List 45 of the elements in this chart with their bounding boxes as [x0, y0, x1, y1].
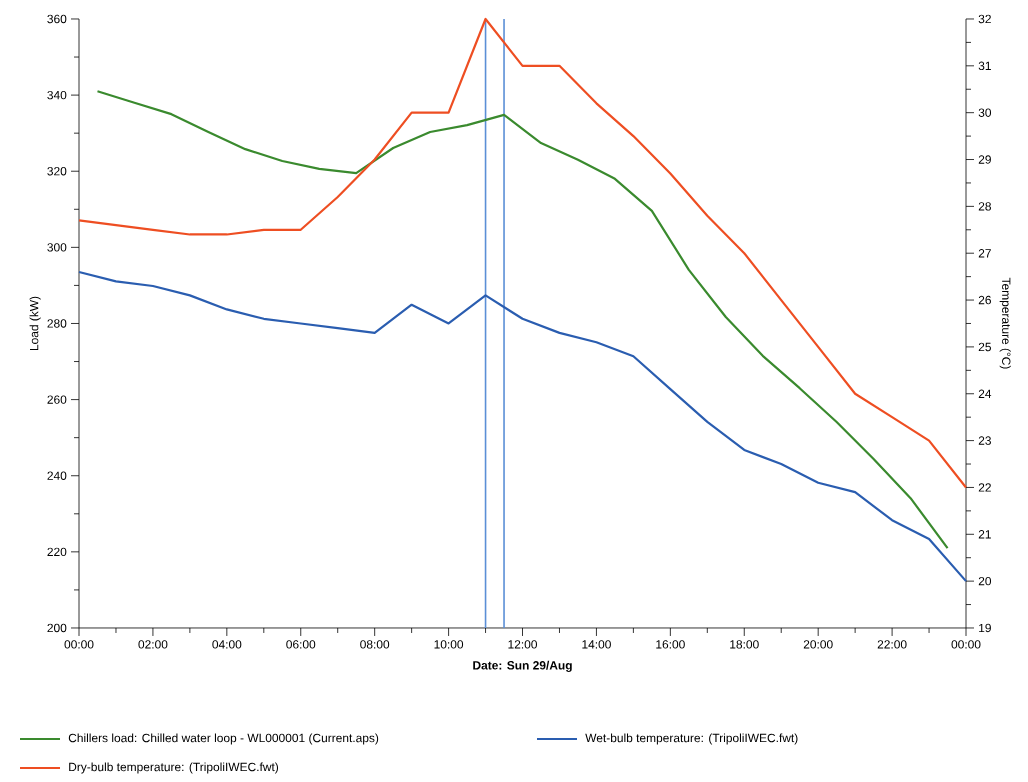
x-tick-label: 06:00 — [286, 640, 316, 649]
x-tick-label: 00:00 — [64, 640, 94, 649]
y-axis-title: Load (kW) — [29, 296, 41, 351]
x-tick-label: 20:00 — [803, 640, 833, 649]
x-tick-label: 22:00 — [877, 640, 907, 649]
line-series — [96, 90, 949, 550]
y2-tick-label: 24 — [978, 389, 992, 398]
x-tick-label: 18:00 — [730, 640, 759, 649]
line-series — [77, 17, 968, 489]
x-tick-label: 04:00 — [212, 640, 242, 649]
y-tick-label: 260 — [47, 395, 67, 404]
y-tick-label: 220 — [47, 547, 67, 557]
y2-tick-label: 25 — [978, 342, 991, 352]
y2-tick-label: 30 — [978, 108, 992, 117]
y2-tick-label: 26 — [978, 295, 991, 305]
x-tick-label: 10:00 — [434, 640, 464, 649]
x-tick-label: 16:00 — [656, 640, 685, 649]
y2-tick-label: 28 — [978, 202, 991, 211]
y-tick-label: 320 — [47, 167, 67, 176]
x-tick-label: 14:00 — [582, 640, 611, 649]
y2-tick-label: 32 — [978, 14, 991, 24]
y-tick-label: 340 — [47, 90, 67, 100]
y-tick-label: 300 — [47, 243, 67, 252]
y2-tick-label: 21 — [978, 530, 991, 539]
y2-tick-label: 29 — [978, 155, 991, 164]
y2-tick-label: 31 — [978, 61, 991, 71]
y-tick-label: 200 — [47, 623, 67, 633]
line-series — [77, 270, 968, 583]
y-tick-label: 280 — [47, 319, 67, 328]
legend-label: Wet-bulb temperature: (TripoliIWEC.fwt) — [585, 733, 798, 745]
y2-tick-label: 22 — [978, 483, 991, 492]
y2-axis-title: Temperature (°C) — [999, 277, 1011, 369]
x-tick-label: 00:00 — [951, 640, 981, 649]
legend-label: Chillers load: Chilled water loop - WL000001 (Current.aps) — [68, 733, 379, 745]
y2-tick-label: 23 — [978, 436, 991, 445]
x-tick-label: 02:00 — [138, 640, 168, 649]
y-tick-label: 360 — [47, 14, 67, 24]
y2-tick-label: 27 — [978, 249, 991, 258]
y2-tick-label: 19 — [979, 623, 991, 633]
x-tick-label: 12:00 — [508, 640, 537, 649]
y2-tick-label: 20 — [978, 576, 992, 586]
x-axis-title: Date: Sun 29/Aug — [473, 660, 572, 672]
legend-label: Dry-bulb temperature: (TripoliIWEC.fwt) — [69, 762, 279, 774]
x-tick-label: 08:00 — [360, 640, 390, 649]
y-tick-label: 240 — [47, 471, 67, 480]
